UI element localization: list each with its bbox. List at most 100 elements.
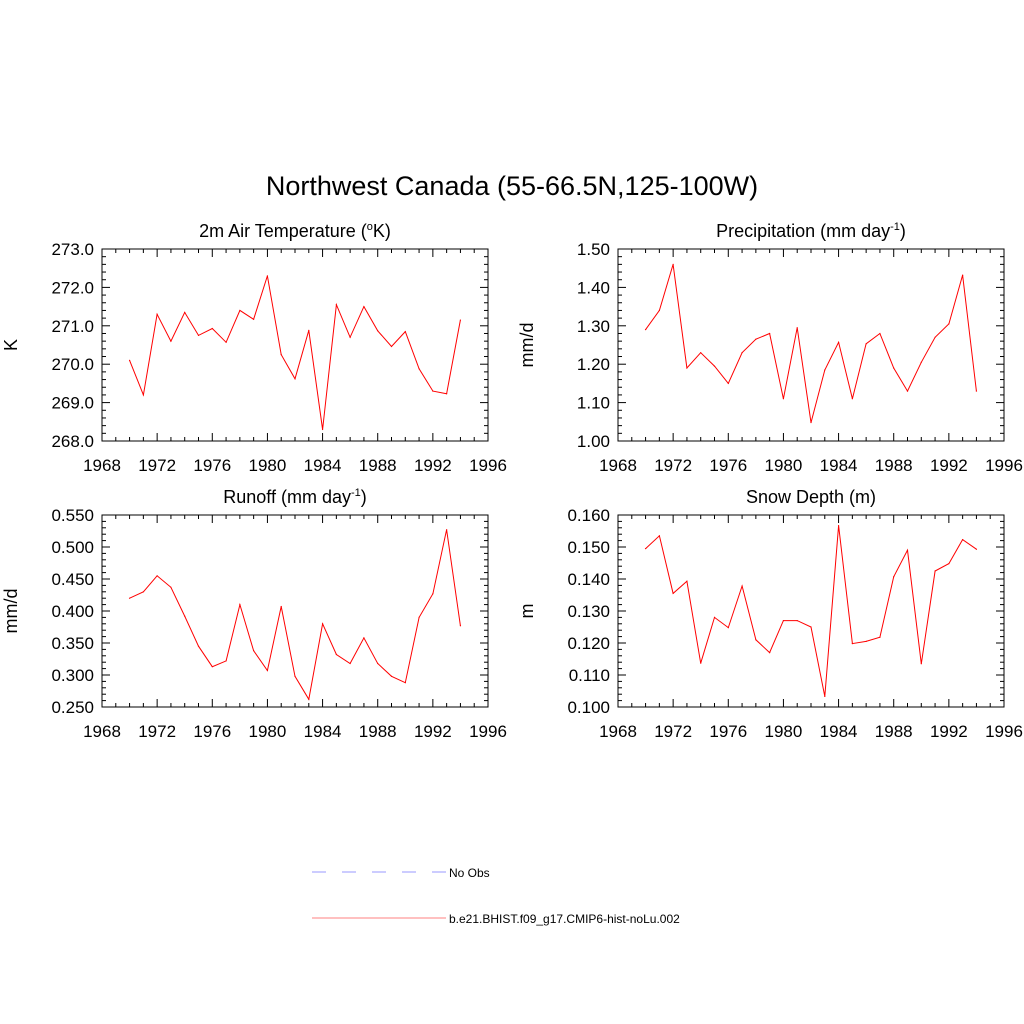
y-tick-label: 0.130 xyxy=(567,602,610,621)
data-point xyxy=(810,626,812,628)
y-tick-label: 0.300 xyxy=(51,666,94,685)
data-point xyxy=(934,570,936,572)
panel-title: Snow Depth (m) xyxy=(746,487,876,507)
data-point xyxy=(377,330,379,332)
legend-item: No Obs xyxy=(312,866,490,880)
y-tick-label: 0.500 xyxy=(51,538,94,557)
data-point xyxy=(363,306,365,308)
x-tick-label: 1984 xyxy=(304,456,342,475)
panel-title-text: Precipitation (mm day xyxy=(716,221,890,241)
y-axis-label: m xyxy=(517,604,537,619)
data-point xyxy=(893,367,895,369)
data-point xyxy=(755,639,757,641)
panel-temperature: 2m Air Temperature (oK) K 1968 1972 1976 1980… xyxy=(1,221,507,475)
y-tick-label: 0.250 xyxy=(51,698,94,717)
x-tick-label: 1996 xyxy=(985,722,1023,741)
data-point xyxy=(975,548,978,550)
y-tick-label: 0.450 xyxy=(51,570,94,589)
x-tick-label: 1988 xyxy=(875,456,913,475)
data-point xyxy=(459,319,462,321)
data-point xyxy=(446,393,448,395)
data-point xyxy=(418,616,420,619)
data-point xyxy=(211,666,213,668)
data-point xyxy=(156,575,158,577)
y-axis-label: mm/d xyxy=(1,589,21,634)
x-tick-label: 1972 xyxy=(138,456,176,475)
panel-runoff: Runoff (mm day-1) mm/d 1968 1972 1976 1980 198… xyxy=(1,487,507,741)
data-point xyxy=(404,330,406,333)
data-point xyxy=(225,341,227,343)
legend: No Obs b.e21.BHIST.f09_g17.CMIP6-hist-noL… xyxy=(312,866,680,926)
panel-title-text: Runoff (mm day xyxy=(223,487,351,507)
x-tick-label: 1980 xyxy=(249,722,287,741)
data-point xyxy=(253,318,255,320)
y-tick-label: 268.0 xyxy=(51,432,94,451)
y-tick-label: 271.0 xyxy=(51,317,94,336)
data-point xyxy=(390,675,393,677)
x-tick-label: 1976 xyxy=(709,722,747,741)
data-point xyxy=(796,327,798,329)
data-point xyxy=(321,623,324,625)
data-point xyxy=(644,548,647,550)
data-point xyxy=(782,398,785,400)
data-point xyxy=(741,352,743,354)
data-point xyxy=(920,361,922,363)
data-point xyxy=(335,653,337,656)
data-point xyxy=(280,605,282,608)
y-tick-label: 269.0 xyxy=(51,394,94,413)
data-point xyxy=(197,334,200,336)
data-point xyxy=(197,645,200,647)
x-tick-label: 1968 xyxy=(83,456,121,475)
panel-title-suffix: K) xyxy=(373,221,391,241)
x-tick-label: 1976 xyxy=(709,456,747,475)
x-tick-label: 1976 xyxy=(193,456,231,475)
x-tick-label: 1980 xyxy=(765,456,803,475)
data-point xyxy=(211,327,213,330)
y-tick-label: 0.100 xyxy=(567,698,610,717)
panel-snow-depth: Snow Depth (m) m 1968 1972 1976 1980 1984 1988 1… xyxy=(517,487,1023,741)
data-point xyxy=(335,304,337,306)
x-tick-label: 1972 xyxy=(138,722,176,741)
y-axis-label: K xyxy=(1,339,21,351)
data-point xyxy=(349,662,351,665)
panel-title-suffix: ) xyxy=(361,487,367,507)
data-point xyxy=(294,378,296,380)
data-point xyxy=(672,263,674,265)
data-point xyxy=(184,311,186,313)
x-tick-label: 1996 xyxy=(985,456,1023,475)
data-point xyxy=(851,398,853,400)
data-point xyxy=(741,585,743,587)
data-point xyxy=(239,604,241,606)
panels: 2m Air Temperature (oK) K 1968 1972 1976 1980… xyxy=(1,221,1023,741)
y-tick-label: 1.30 xyxy=(577,317,610,336)
panel-title-text: 2m Air Temperature ( xyxy=(199,221,367,241)
data-point xyxy=(727,382,729,384)
data-point xyxy=(865,640,867,643)
x-tick-label: 1976 xyxy=(193,722,231,741)
y-tick-label: 273.0 xyxy=(51,240,94,259)
data-point xyxy=(948,563,950,565)
data-point xyxy=(294,675,296,677)
x-tick-label: 1972 xyxy=(654,722,692,741)
panel-title-superscript: o xyxy=(367,221,373,233)
panel-title-superscript: -1 xyxy=(351,487,361,499)
data-point xyxy=(686,367,688,369)
y-tick-label: 1.10 xyxy=(577,394,610,413)
data-point xyxy=(948,323,950,325)
data-point xyxy=(644,329,647,331)
data-point xyxy=(906,390,909,392)
data-point xyxy=(893,576,895,578)
data-point xyxy=(142,394,144,396)
data-point xyxy=(755,338,757,340)
data-point xyxy=(700,352,702,354)
panel-title: 2m Air Temperature (oK) xyxy=(199,221,391,241)
x-tick-label: 1968 xyxy=(83,722,121,741)
data-point xyxy=(837,524,840,527)
data-point xyxy=(727,627,729,629)
data-point xyxy=(266,669,269,672)
x-tick-label: 1992 xyxy=(930,722,968,741)
data-point xyxy=(672,592,674,595)
data-point xyxy=(975,390,978,392)
panel-title-suffix: ) xyxy=(900,221,906,241)
legend-label: b.e21.BHIST.f09_g17.CMIP6-hist-noLu.002 xyxy=(449,912,680,926)
